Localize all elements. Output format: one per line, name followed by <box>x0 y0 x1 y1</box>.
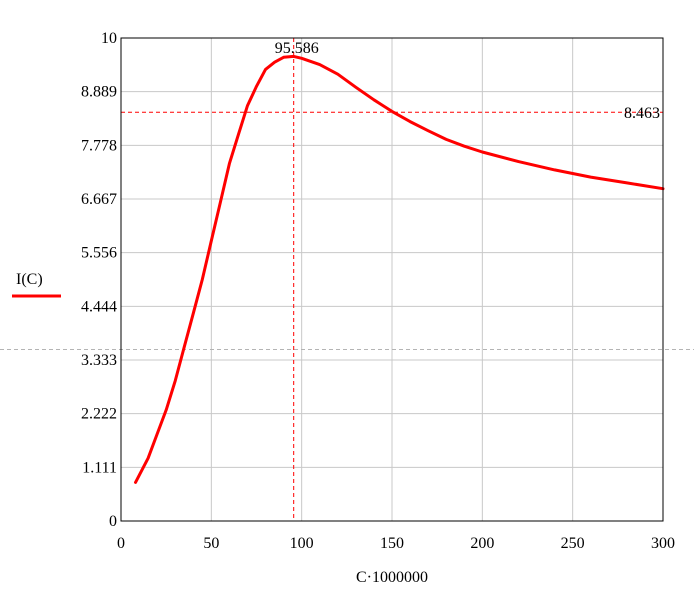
x-tick-label: 100 <box>290 535 314 552</box>
y-tick-label: 5.556 <box>81 245 117 262</box>
y-tick-label: 4.444 <box>81 298 117 315</box>
x-tick-label: 150 <box>380 535 404 552</box>
grid <box>121 38 663 521</box>
series-line-i-c <box>134 54 665 484</box>
y-tick-label: 0 <box>109 513 117 530</box>
x-axis-label: C·1000000 <box>356 569 428 586</box>
y-tick-label: 7.778 <box>81 137 117 154</box>
x-tick-label: 200 <box>470 535 494 552</box>
x-tick-label: 250 <box>561 535 585 552</box>
y-tick-label: 1.111 <box>82 459 117 476</box>
y-tick-label: 3.333 <box>81 352 117 369</box>
y-tick-label: 2.222 <box>81 406 117 423</box>
y-tick-label: 10 <box>101 30 117 47</box>
y-tick-label: 8.889 <box>81 84 117 101</box>
x-tick-label: 50 <box>203 535 219 552</box>
vertical-marker-label: 95.586 <box>275 40 319 57</box>
x-tick-label: 300 <box>651 535 675 552</box>
legend-label: I(C) <box>16 271 43 288</box>
plot-frame <box>120 37 664 522</box>
y-tick-label: 6.667 <box>81 191 117 208</box>
x-tick-label: 0 <box>117 535 125 552</box>
horizontal-marker-label: 8.463 <box>624 105 660 122</box>
tick-labels: 0 50 100 150 200 250 300 0 1.111 2.222 3.333 4.444 5… <box>81 30 675 552</box>
